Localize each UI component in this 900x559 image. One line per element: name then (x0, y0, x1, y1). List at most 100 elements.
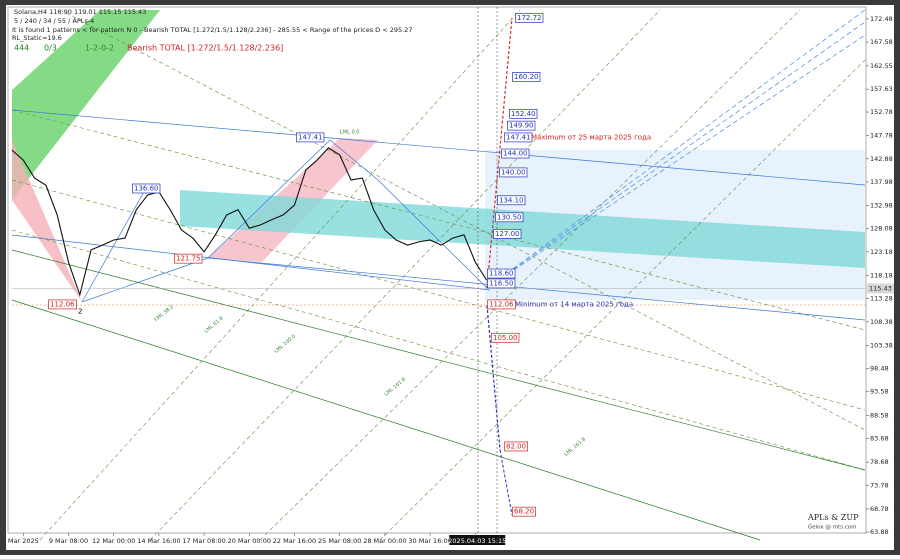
cyan-band (180, 190, 865, 268)
current-price-label: 115.43 (869, 285, 892, 293)
target-level-box (499, 167, 528, 178)
target-level: 140.00 (501, 168, 526, 176)
target-level: 134.10 (499, 196, 524, 204)
y-tick-label: 113.28 (870, 295, 893, 303)
y-tick-label: 78.68 (870, 458, 889, 466)
fib-lines-solid (11, 249, 866, 541)
pattern-line: It is found 1 patterns < for pattern N 0… (12, 26, 413, 34)
site: Gelox @ mts.com (808, 525, 857, 531)
target-level-box (512, 506, 536, 517)
y-tick-label: 142.88 (870, 155, 893, 163)
red-projection (486, 17, 513, 289)
target-level: 116.50 (489, 279, 514, 287)
blue-lines (11, 109, 866, 321)
target-level: 144.00 (503, 150, 528, 158)
x-tick-label: 22 Mar 16:00 (273, 537, 316, 545)
x-tick-label: 12 Mar 00:00 (92, 537, 135, 545)
symbol-line: Solana,H4 116.90 119.01 115.15 115.43 (14, 8, 146, 16)
target-level-box (512, 72, 541, 82)
target-level-box (515, 12, 544, 23)
y-tick-label: 162.55 (870, 62, 893, 70)
x-tick-label: 30 Mar 16:00 (408, 537, 451, 545)
target-level: 105.00 (493, 334, 518, 342)
line-label: LML 0.0 (340, 130, 359, 136)
pattern-point: 121.75 (176, 255, 201, 263)
target-level: 130.50 (497, 213, 522, 221)
x-tick-label: 14 Mar 16:00 (137, 537, 180, 545)
pattern-point: 147.41 (298, 133, 323, 141)
y-tick-label: 63.88 (870, 528, 889, 536)
green-channel (12, 10, 160, 200)
pattern-point-box (174, 253, 203, 264)
pattern-point-box (132, 183, 161, 194)
y-tick-label: 108.38 (870, 318, 893, 326)
x-tick-label: 25 Mar 08:00 (318, 537, 361, 545)
target-level: 149.90 (509, 122, 534, 130)
y-tick-label: 147.78 (870, 132, 893, 140)
blue-fan (486, 9, 866, 289)
y-tick-label: 167.58 (870, 38, 893, 46)
y-tick-label: 103.38 (870, 341, 893, 349)
target-level: 112.06 (489, 300, 514, 308)
y-tick-label: 157.63 (870, 85, 893, 93)
y-tick-label: 123.18 (870, 248, 893, 256)
pattern-point-box (48, 299, 77, 310)
target-level: 127.00 (495, 230, 520, 238)
y-tick-label: 172.48 (870, 15, 893, 23)
x-tick-label: 28 Mar 00:00 (363, 537, 406, 545)
static-line: RL_Static=19.6 (12, 34, 62, 42)
price-line (11, 147, 488, 297)
target-level: 160.20 (514, 73, 539, 81)
target-level-box (501, 148, 530, 159)
fib-lines (11, 9, 866, 541)
cursor-label-bg (449, 535, 506, 545)
y-tick-label: 137.98 (870, 178, 893, 186)
target-level-box (504, 441, 528, 452)
brand: APLs & ZUP (807, 513, 859, 522)
y-tick-label: 93.58 (870, 388, 889, 396)
count: 444 (14, 44, 29, 53)
x-tick-label: 17 Mar 08:00 (182, 537, 225, 545)
target-level-box (487, 268, 516, 279)
target-level-box (504, 132, 533, 143)
y-tick-label: 132.98 (870, 202, 893, 210)
target-level-box (493, 228, 522, 239)
target-level: 152.40 (511, 110, 536, 118)
target-level-box (487, 299, 516, 310)
target-level-box (509, 108, 538, 119)
target-level-box (497, 195, 526, 206)
ratio: 0/3 (44, 44, 57, 53)
params-line: 5 / 240 / 34 / 55 / APLs-4 (14, 17, 94, 25)
current-price-box (866, 283, 894, 294)
target-level: 82.00 (506, 442, 526, 450)
x-tick-label: 20 Mar 00:00 (228, 537, 271, 545)
x-tick-label: 2025.04.03 15:15 (448, 537, 506, 545)
pattern-point-box (296, 132, 325, 143)
x-tick-label: Mar 2025 (8, 537, 39, 545)
y-tick-label: 73.78 (870, 481, 889, 489)
y-tick-label: 83.68 (870, 435, 889, 443)
target-level-box (491, 332, 520, 343)
target-level: 68.20 (514, 508, 534, 516)
target-level: 172.72 (517, 14, 542, 22)
pattern-name: Bearish TOTAL [1.272/1.5/1.128/2.236] (127, 44, 283, 53)
target-level-box (507, 120, 536, 131)
target-level: 118.60 (489, 270, 514, 278)
pattern-point: 112.06 (50, 300, 75, 308)
y-tick-label: 152.78 (870, 108, 893, 116)
y-tick-label: 88.58 (870, 411, 889, 419)
point-mark: 2 (78, 307, 82, 315)
y-tick-label: 128.08 (870, 225, 893, 233)
target-level-box (487, 278, 516, 289)
target-level-box (495, 212, 524, 223)
pattern-point: 136.60 (134, 184, 159, 192)
minimum-note: Minimum от 14 марта 2025 года (515, 300, 633, 308)
blue-projection (499, 449, 513, 516)
pink-zone (12, 140, 82, 302)
y-tick-label: 68.78 (870, 505, 889, 513)
blue-projection (486, 304, 501, 451)
y-tick-label: 118.18 (870, 272, 893, 280)
maximum-note: Maximum от 25 марта 2025 года (531, 133, 651, 141)
